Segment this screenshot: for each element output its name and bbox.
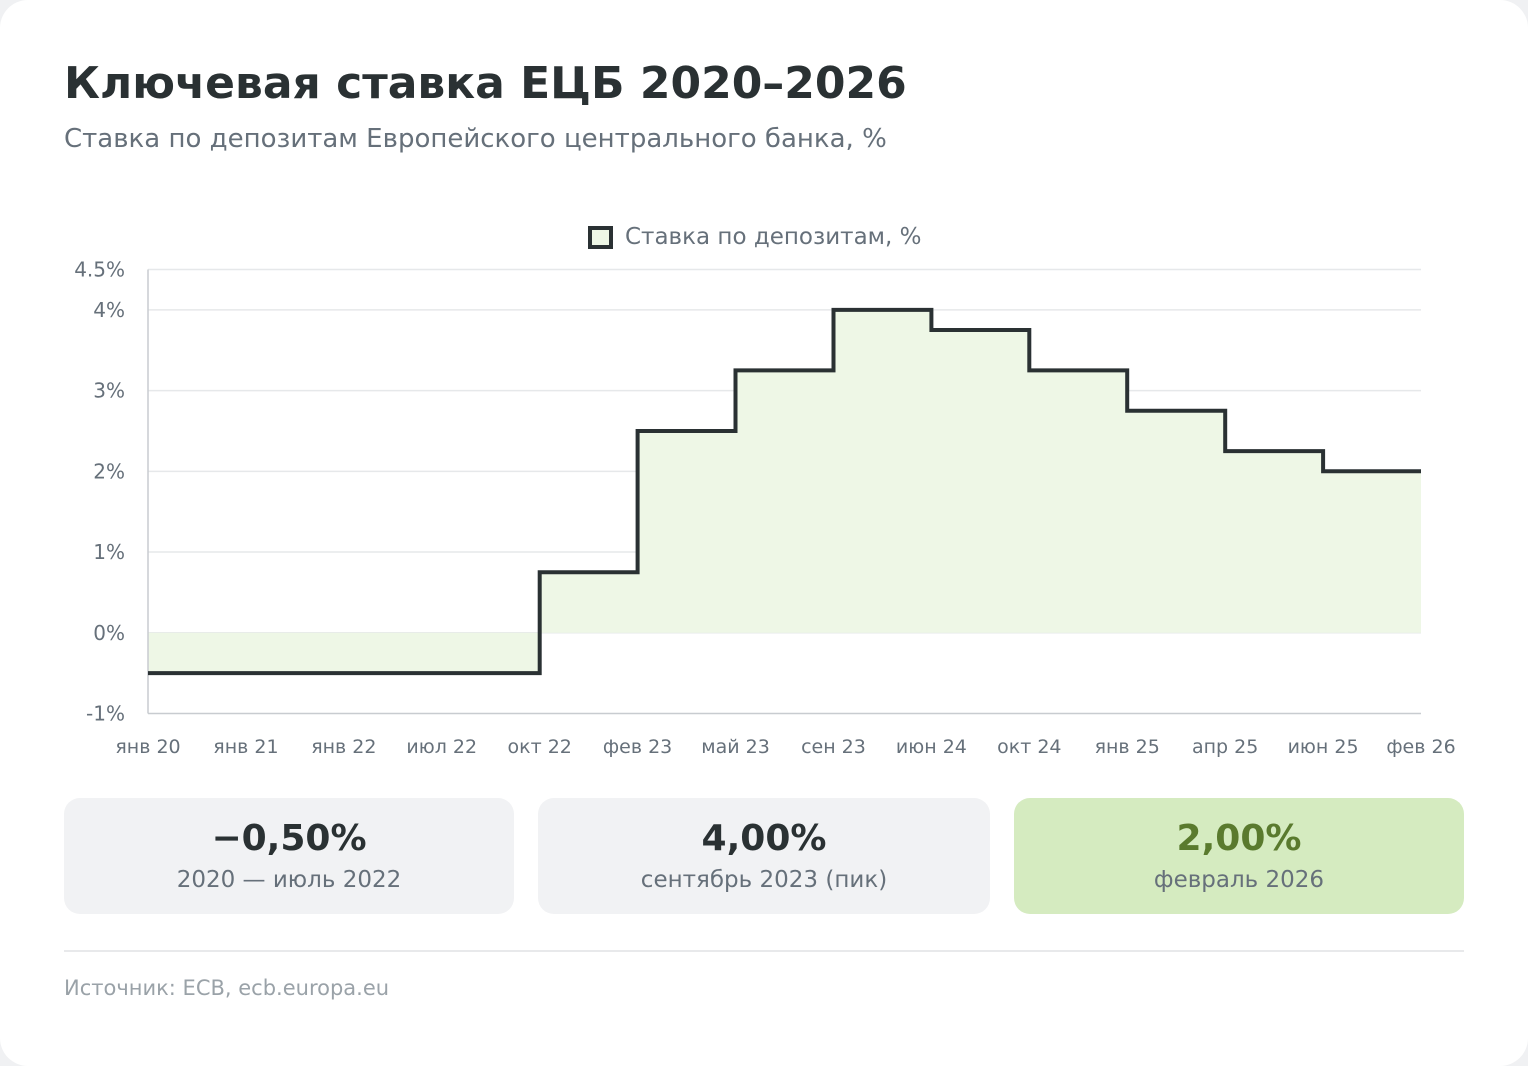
stat-card-min: −0,50% 2020 — июль 2022 — [64, 798, 514, 914]
x-tick-label: янв 20 — [115, 736, 180, 758]
chart-legend: Ставка по депозитам, % — [588, 222, 921, 252]
x-tick-label: сен 23 — [801, 736, 866, 758]
y-tick-label: 0% — [93, 621, 125, 645]
stat-label: 2020 — июль 2022 — [176, 867, 402, 893]
x-tick-label: апр 25 — [1192, 736, 1258, 758]
legend-label: Ставка по депозитам, % — [625, 224, 922, 250]
stat-value: 4,00% — [701, 818, 827, 859]
y-tick-label: 4% — [93, 298, 125, 322]
x-tick-label: янв 25 — [1095, 736, 1160, 758]
y-tick-label: -1% — [86, 702, 125, 726]
x-tick-label: янв 21 — [213, 736, 278, 758]
stat-value: 2,00% — [1176, 818, 1302, 859]
x-tick-label: июл 22 — [406, 736, 477, 758]
page-title: Ключевая ставка ЕЦБ 2020–2026 — [64, 58, 907, 109]
y-tick-label: 1% — [93, 540, 125, 564]
stat-card-current: 2,00% февраль 2026 — [1014, 798, 1464, 914]
stat-label: сентябрь 2023 (пик) — [640, 867, 888, 893]
y-tick-label: 4.5% — [74, 258, 125, 282]
step-area-chart: -1% 0% 1% 2% 3% 4% 4.5% янв 20 янв 21 янв 22 июл 2… — [74, 258, 1455, 759]
stat-value: −0,50% — [211, 818, 367, 859]
x-tick-label: окт 24 — [997, 736, 1061, 758]
y-tick-label: 3% — [93, 379, 125, 403]
x-tick-label: май 23 — [701, 736, 770, 758]
stat-label: февраль 2026 — [1153, 867, 1325, 893]
x-tick-label: фев 26 — [1386, 736, 1455, 758]
y-tick-label: 2% — [93, 459, 125, 483]
page-subtitle: Ставка по депозитам Европейского централ… — [64, 124, 887, 154]
x-tick-label: окт 22 — [507, 736, 571, 758]
x-tick-label: июн 25 — [1288, 736, 1359, 758]
x-tick-label: янв 22 — [311, 736, 376, 758]
stat-card-peak: 4,00% сентябрь 2023 (пик) — [538, 798, 990, 914]
x-tick-label: фев 23 — [603, 736, 672, 758]
x-tick-label: июн 24 — [896, 736, 967, 758]
legend-swatch — [588, 225, 613, 249]
series-line — [148, 307, 1421, 676]
source-note: Источник: ECB, ecb.europa.eu — [64, 976, 390, 1000]
footer-divider — [64, 950, 1464, 952]
area-fill — [148, 309, 1421, 674]
